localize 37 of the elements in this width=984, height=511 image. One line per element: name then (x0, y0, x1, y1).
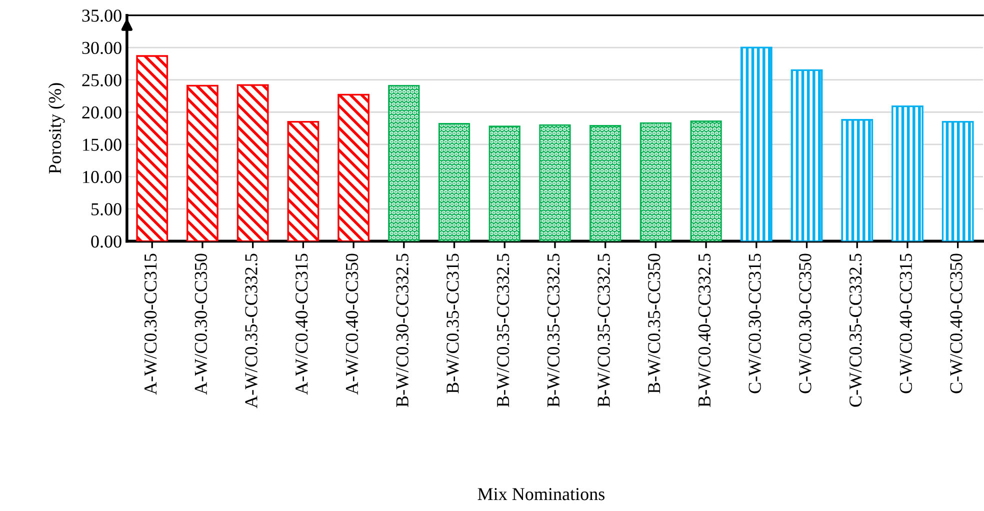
x-tick-label: C-W/C0.40-CC350 (950, 254, 962, 394)
y-tick-label: 30.00 (82, 42, 122, 54)
x-tick-label: C-W/C0.30-CC350 (799, 254, 812, 394)
y-tick-label: 5.00 (92, 203, 122, 216)
x-tick-label: B-W/C0.35-CC332.5 (496, 254, 510, 407)
bar (236, 84, 269, 242)
x-tick-label: A-W/C0.35-CC332.5 (245, 254, 258, 408)
x-axis-title: Mix Nominations (478, 488, 604, 500)
x-tick-label: B-W/C0.35-CC332.5 (547, 254, 560, 407)
bar (841, 119, 874, 242)
y-tick-label: 0.00 (91, 235, 122, 248)
x-tick-label: A-W/C0.30-CC350 (194, 254, 208, 395)
bar (136, 55, 168, 242)
x-tick-label: A-W/C0.40-CC350 (346, 254, 358, 395)
x-tick-label: B-W/C0.35-CC315 (446, 254, 459, 394)
bar (287, 120, 320, 242)
bar (338, 94, 370, 242)
x-tick-label: C-W/C0.30-CC315 (748, 254, 762, 394)
x-tick-label: A-W/C0.40-CC315 (296, 254, 308, 395)
y-tick-label: 10.00 (83, 170, 122, 184)
x-tick-label: B-W/C0.30-CC332.5 (396, 254, 409, 407)
y-tick-label: 25.00 (82, 74, 122, 86)
x-tick-label: C-W/C0.35-CC332.5 (849, 254, 862, 407)
bar (186, 84, 218, 242)
bar (740, 46, 772, 242)
x-tick-label: C-W/C0.40-CC315 (900, 254, 912, 394)
bar (942, 120, 974, 242)
y-axis-title: Porosity (%) (48, 83, 65, 174)
bar (892, 105, 924, 242)
x-tick-label: B-W/C0.35-CC350 (648, 254, 660, 394)
y-tick-label: 15.00 (83, 138, 122, 151)
y-tick-label: 20.00 (82, 106, 122, 119)
x-tick-label: A-W/C0.30-CC315 (144, 254, 157, 395)
x-tick-label: B-W/C0.40-CC332.5 (698, 254, 711, 407)
x-tick-label: B-W/C0.35-CC332.5 (598, 254, 610, 407)
bar (790, 69, 823, 242)
y-tick-label: 35.00 (82, 10, 122, 22)
